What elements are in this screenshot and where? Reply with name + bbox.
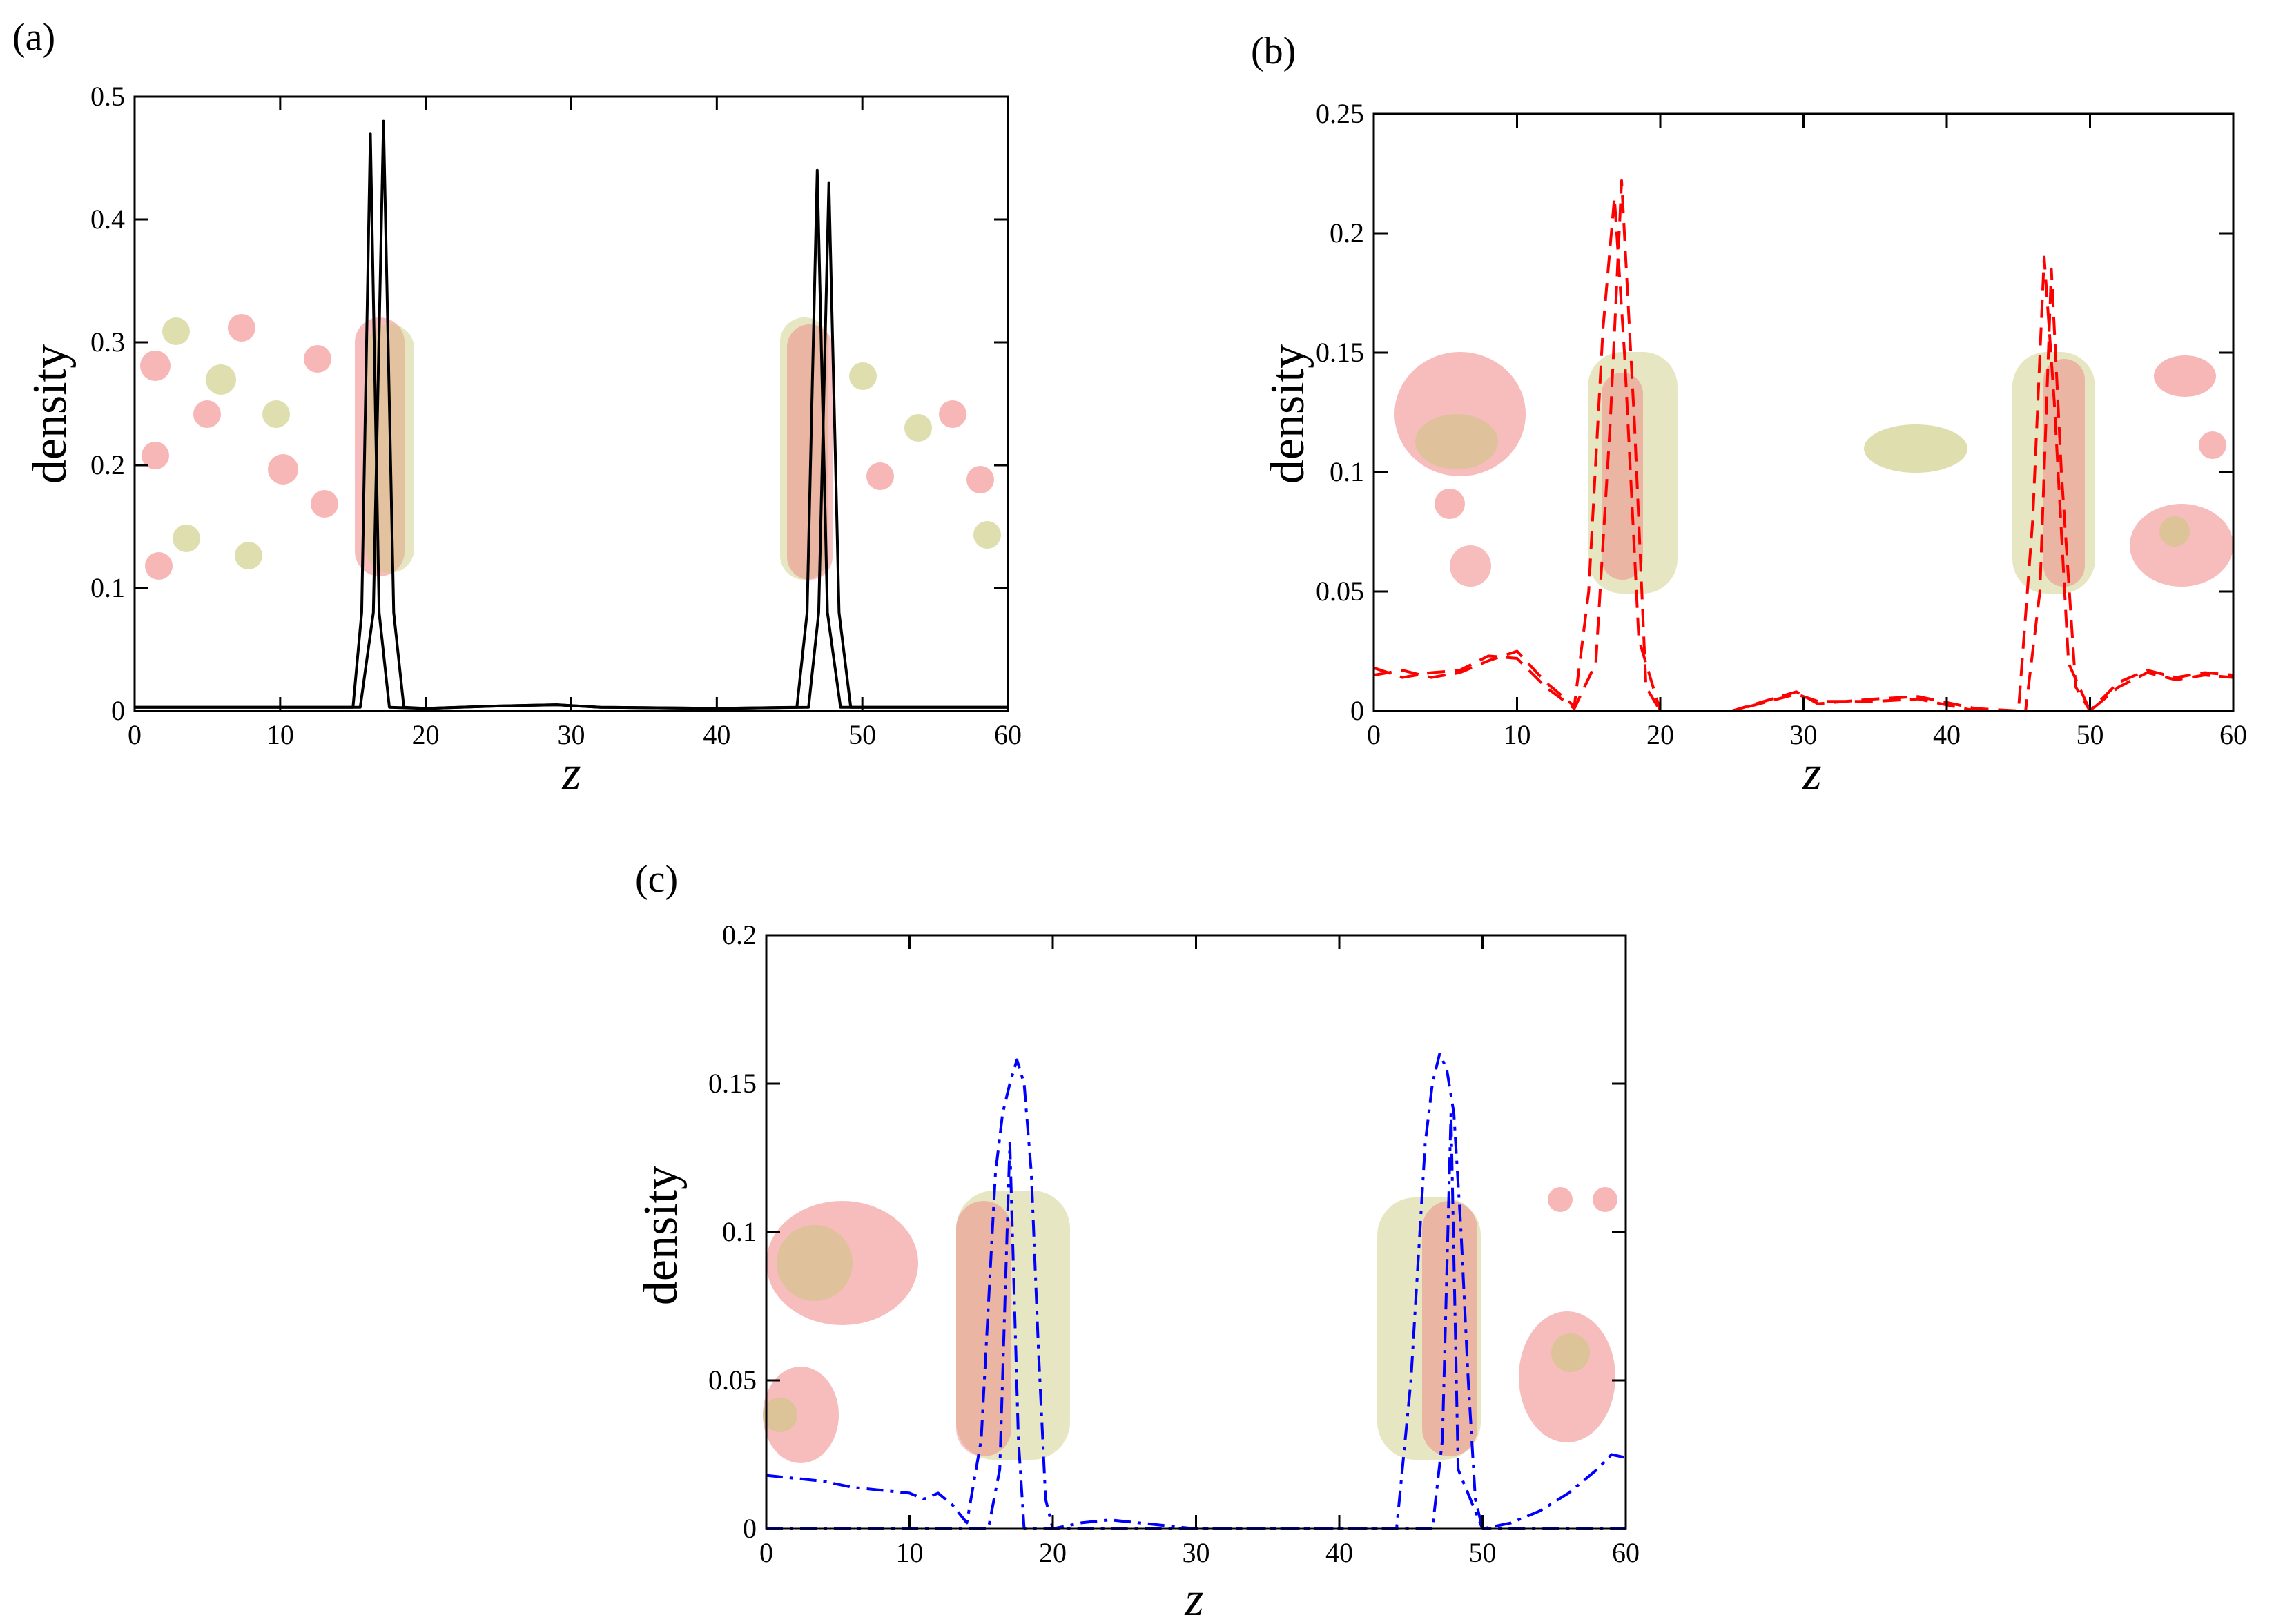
x-tick-label-b-6: 60 [2219,719,2247,750]
y-tick-label-b-2: 0.1 [1330,456,1364,487]
y-axis-label-c: density [634,1166,688,1305]
x-tick-label-a-6: 60 [994,719,1022,750]
y-tick-label-c-1: 0.05 [708,1364,757,1396]
panel-c: (c) density z 0 10 20 30 40 50 60 0 0.05 0.1 0.15… [634,858,1640,1624]
x-tick-label-b-3: 30 [1790,719,1818,750]
x-tick-label-c-3: 30 [1183,1537,1210,1568]
molecule-overlay-b [1394,352,2233,594]
y-tick-label-b-3: 0.15 [1316,337,1364,368]
x-ticks-b: 0 10 20 30 40 50 60 [1367,114,2247,750]
panel-a: (a) density z [12,16,1022,800]
series-line-b-1 [1373,196,2234,712]
x-tick-label-b-5: 50 [2077,719,2104,750]
molecule-overlay-a [140,314,1001,580]
y-tick-label-b-1: 0.05 [1316,576,1364,607]
x-tick-label-b-0: 0 [1367,719,1381,750]
x-tick-label-a-1: 10 [266,719,294,750]
x-tick-label-b-1: 10 [1504,719,1531,750]
curves-a [135,119,1008,710]
y-ticks-b: 0 0.05 0.1 0.15 0.2 0.25 [1316,98,2233,726]
y-tick-label-c-4: 0.2 [722,919,757,950]
x-axis-label-c: z [1184,1573,1203,1624]
y-tick-label-a-3: 0.3 [90,326,125,358]
x-axis-label-b: z [1802,747,1821,800]
y-axis-label-a: density [23,344,77,484]
series-line-a-2 [135,119,1008,710]
x-tick-label-b-2: 20 [1646,719,1674,750]
x-tick-label-c-4: 40 [1325,1537,1353,1568]
y-tick-label-b-0: 0 [1350,695,1364,726]
x-tick-label-b-4: 40 [1933,719,1961,750]
panel-label-a: (a) [12,16,55,59]
panel-label-b: (b) [1251,30,1296,72]
x-ticks-c: 0 10 20 30 40 50 60 [759,935,1640,1568]
y-tick-label-a-1: 0.1 [90,572,125,603]
y-tick-label-c-3: 0.15 [708,1068,757,1099]
y-tick-label-a-4: 0.4 [90,204,125,235]
panel-b: (b) density z 0 10 20 30 40 50 60 0 0.05 0.1 0.15… [1251,30,2247,800]
series-line-c-2 [766,1112,1626,1530]
y-tick-label-a-5: 0.5 [90,81,125,112]
series-line-c-1 [766,1053,1626,1530]
y-ticks-c: 0 0.05 0.1 0.15 0.2 [708,919,1626,1544]
y-tick-label-b-4: 0.2 [1330,217,1364,248]
y-tick-label-c-2: 0.1 [722,1216,757,1247]
y-tick-label-b-5: 0.25 [1316,98,1364,129]
x-tick-label-c-5: 50 [1469,1537,1497,1568]
x-tick-label-a-2: 20 [412,719,440,750]
x-ticks-a: 0 10 20 30 40 50 60 [128,97,1022,750]
y-tick-label-c-0: 0 [743,1513,757,1544]
x-tick-label-a-5: 50 [848,719,876,750]
y-tick-label-a-0: 0 [111,695,125,726]
x-tick-label-c-6: 60 [1612,1537,1640,1568]
x-tick-label-a-3: 30 [558,719,585,750]
y-axis-label-b: density [1261,344,1314,484]
plot-frame-a [133,95,1009,712]
y-tick-label-a-2: 0.2 [90,449,125,480]
molecule-overlay-c [763,1187,1617,1463]
x-tick-label-c-0: 0 [759,1537,773,1568]
x-tick-label-c-2: 20 [1039,1537,1067,1568]
panel-label-c: (c) [635,858,678,901]
y-ticks-a: 0 0.1 0.2 0.3 0.4 0.5 [90,81,1008,726]
x-tick-label-a-0: 0 [128,719,142,750]
x-axis-label-a: z [561,747,581,800]
x-tick-label-a-4: 40 [703,719,730,750]
x-tick-label-c-1: 10 [896,1537,924,1568]
